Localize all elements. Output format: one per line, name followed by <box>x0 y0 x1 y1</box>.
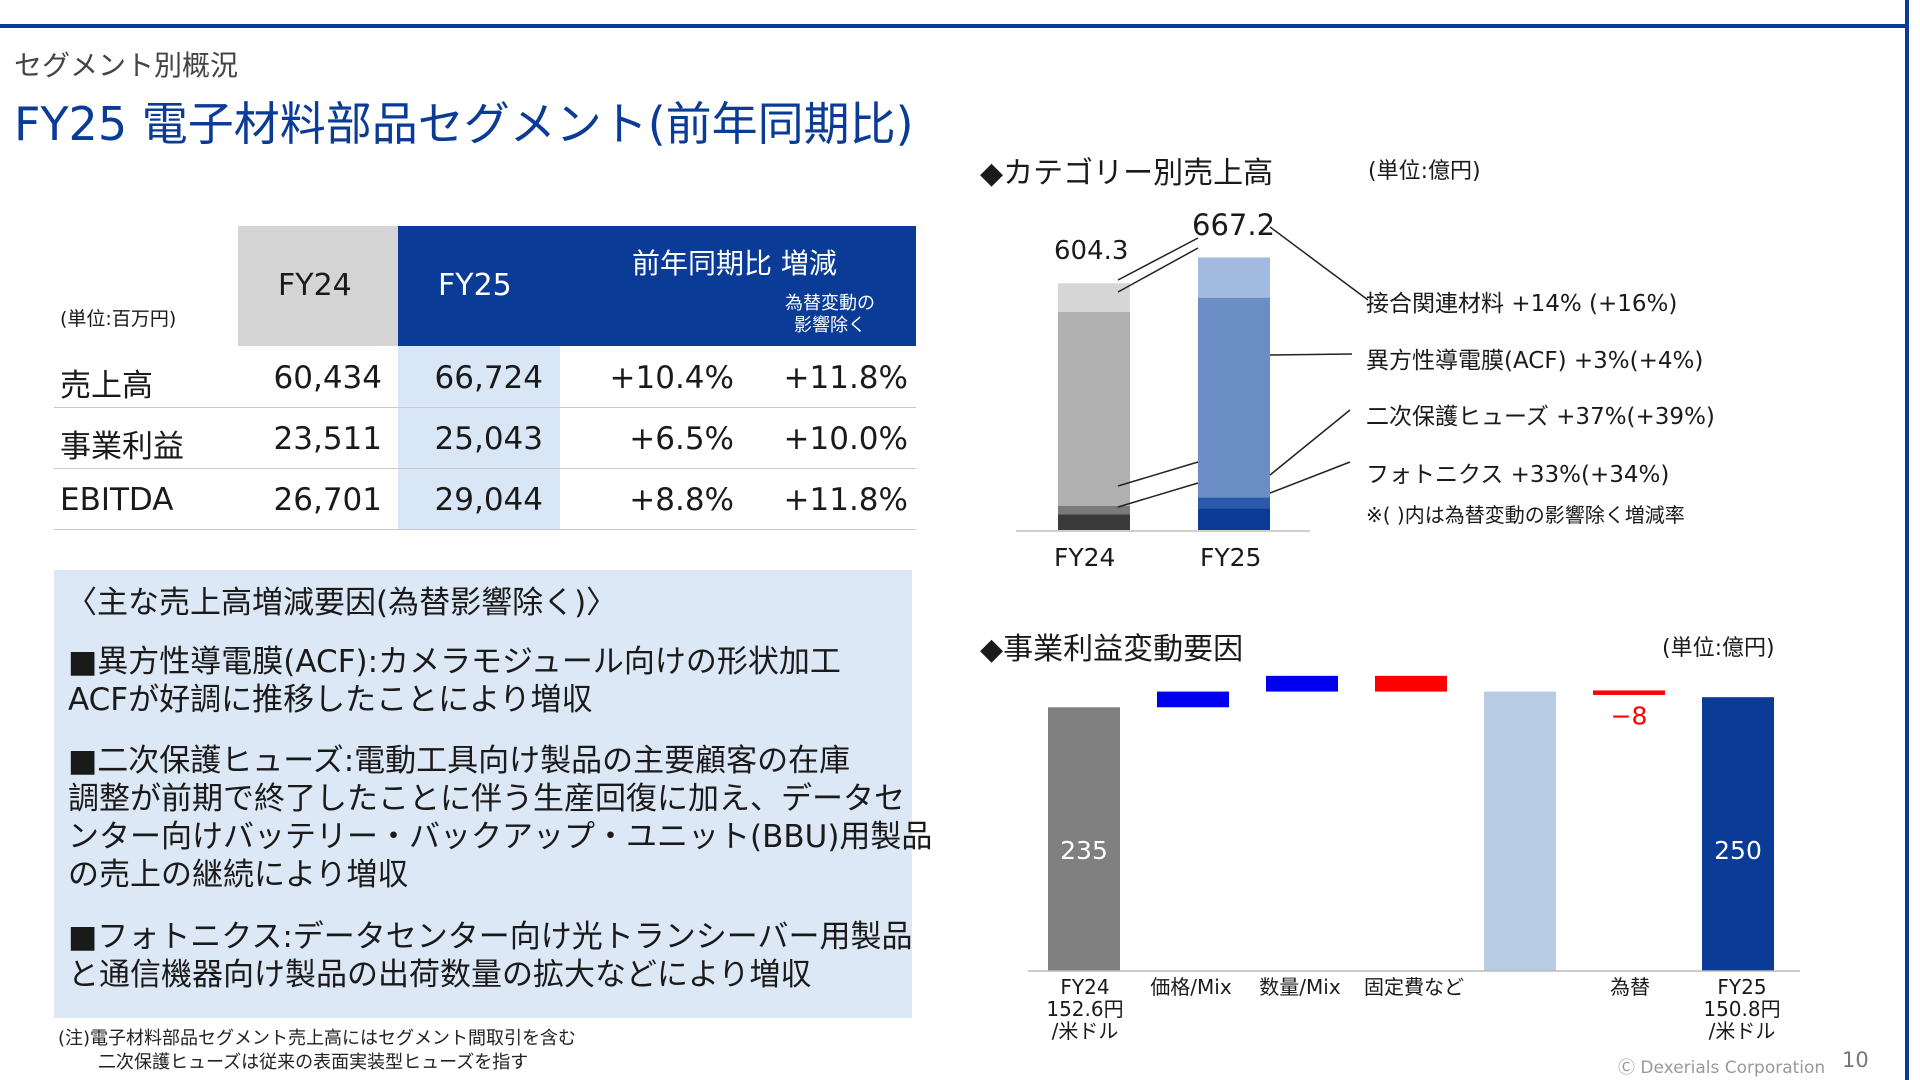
factor-line: ■二次保護ヒューズ:電動工具向け製品の主要顧客の在庫 <box>68 743 851 779</box>
category-chart-heading: ◆カテゴリー別売上高 <box>980 156 1274 191</box>
leader-line <box>1117 237 1199 281</box>
footnote: (注)電子材料部品セグメント売上高にはセグメント間取引を含む <box>58 1028 577 1049</box>
cell-fy25: 29,044 <box>434 482 543 518</box>
table-unit: (単位:百万円) <box>60 308 177 330</box>
legend-acf: 異方性導電膜(ACF) +3%(+4%) <box>1366 348 1704 374</box>
category-stacked-chart <box>1016 226 1369 532</box>
factor-line: ■フォトニクス:データセンター向け光トランシーバー用製品 <box>68 919 913 955</box>
total-fy25: 667.2 <box>1192 208 1276 242</box>
stack-segment <box>1198 508 1270 531</box>
copyright: Ⓒ Dexerials Corporation <box>1618 1058 1826 1078</box>
col-fx-excl: 為替変動の 影響除く <box>770 293 890 337</box>
category-fy24: FY24 <box>1054 543 1116 572</box>
waterfall-bar <box>1157 691 1229 708</box>
col-fx-excl-line2: 影響除く <box>794 315 866 336</box>
row-divider <box>54 407 916 408</box>
cell-fy25: 66,724 <box>434 360 543 396</box>
stack-segment <box>1058 505 1130 515</box>
waterfall-bar <box>1484 691 1556 971</box>
cell-fy24: 23,511 <box>273 421 382 457</box>
footnote: 二次保護ヒューズは従来の表面実装型ヒューズを指す <box>98 1052 529 1073</box>
col-fx-excl-line1: 為替変動の <box>785 293 875 314</box>
wf-cat-label: 為替 <box>1610 975 1650 999</box>
col-fy25: FY25 <box>438 268 512 303</box>
wf-cat-label: 固定費など <box>1364 975 1464 999</box>
col-yoy: 前年同期比 増減 <box>632 247 837 280</box>
wf-cat-label: 価格/Mix <box>1150 975 1232 999</box>
leader-line <box>1269 353 1353 356</box>
leader-line <box>1117 482 1199 508</box>
header-fy24-cell <box>238 226 398 346</box>
factor-line: 調整が前期で終了したことに伴う生産回復に加え、データセ <box>68 781 905 817</box>
page-number: 10 <box>1842 1048 1869 1072</box>
waterfall-chart-unit: (単位:億円) <box>1662 636 1775 661</box>
category-chart-unit: (単位:億円) <box>1368 159 1481 184</box>
cell-yoy-fx: +10.0% <box>783 421 908 457</box>
factor-line: ■異方性導電膜(ACF):カメラモジュール向けの形状加工 <box>68 644 841 680</box>
row-label: 事業利益 <box>60 429 184 465</box>
waterfall-chart-heading: ◆事業利益変動要因 <box>980 632 1244 667</box>
stack-segment <box>1198 497 1270 509</box>
factor-line: と通信機器向け製品の出荷数量の拡大などにより増収 <box>68 957 812 993</box>
legend-bonding: 接合関連材料 +14% (+16%) <box>1366 291 1678 317</box>
page-title: FY25 電子材料部品セグメント(前年同期比) <box>14 97 914 151</box>
row-label: EBITDA <box>60 482 174 518</box>
stack-segment <box>1058 514 1130 531</box>
section-label: セグメント別概況 <box>14 49 239 82</box>
factors-heading: 〈主な売上高増減要因(為替影響除く)〉 <box>66 585 618 621</box>
factor-line: の売上の継続により増収 <box>68 857 409 893</box>
cell-yoy-fx: +11.8% <box>783 482 908 518</box>
row-divider <box>54 529 916 530</box>
fy25-column-band <box>398 346 560 530</box>
cell-yoy: +6.5% <box>629 421 734 457</box>
stack-segment <box>1198 297 1270 498</box>
cell-yoy-fx: +11.8% <box>783 360 908 396</box>
waterfall-bar <box>1048 707 1120 971</box>
row-divider <box>54 468 916 469</box>
waterfall-bar <box>1266 675 1338 692</box>
cell-yoy: +8.8% <box>629 482 734 518</box>
cell-yoy: +10.4% <box>609 360 734 396</box>
leader-line <box>1117 247 1199 293</box>
stack-segment <box>1198 257 1270 298</box>
waterfall-bar <box>1702 697 1774 971</box>
top-rule <box>0 24 1905 28</box>
leader-line <box>1117 461 1199 487</box>
cell-fy24: 60,434 <box>273 360 382 396</box>
waterfall-value-label: 250 <box>1714 836 1762 865</box>
wf-cat-label: 数量/Mix <box>1259 975 1341 999</box>
row-label: 売上高 <box>60 368 153 404</box>
cell-fy24: 26,701 <box>273 482 382 518</box>
waterfall-bar <box>1375 675 1447 692</box>
leader-line <box>1269 461 1351 494</box>
factors-box <box>54 570 912 1018</box>
wf-cat-label: FY25 150.8円 /米ドル <box>1703 975 1781 1043</box>
right-rule <box>1905 0 1909 1080</box>
waterfall-bar <box>1593 690 1665 695</box>
leader-line <box>1269 226 1369 301</box>
header-fy25-cell <box>398 226 916 346</box>
leader-line <box>1269 409 1351 476</box>
legend-photonics: フォトニクス +33%(+34%) <box>1366 462 1670 488</box>
fx-note: ※( )内は為替変動の影響除く増減率 <box>1366 503 1685 527</box>
cell-fy25: 25,043 <box>434 421 543 457</box>
stack-segment <box>1058 311 1130 506</box>
legend-fuse: 二次保護ヒューズ +37%(+39%) <box>1366 404 1715 430</box>
factor-line: ACFが好調に推移したことにより増収 <box>68 682 593 718</box>
total-fy24: 604.3 <box>1054 236 1129 266</box>
waterfall-chart: 235 −8 250 <box>1028 675 1800 972</box>
waterfall-value-label: −8 <box>1611 701 1648 730</box>
col-fy24: FY24 <box>278 268 352 303</box>
waterfall-value-label: 235 <box>1060 836 1108 865</box>
wf-cat-label: FY24 152.6円 /米ドル <box>1046 975 1124 1043</box>
stack-segment <box>1058 283 1130 312</box>
factor-line: ンター向けバッテリー・バックアップ・ユニット(BBU)用製品 <box>68 819 933 855</box>
category-fy25: FY25 <box>1200 543 1262 572</box>
